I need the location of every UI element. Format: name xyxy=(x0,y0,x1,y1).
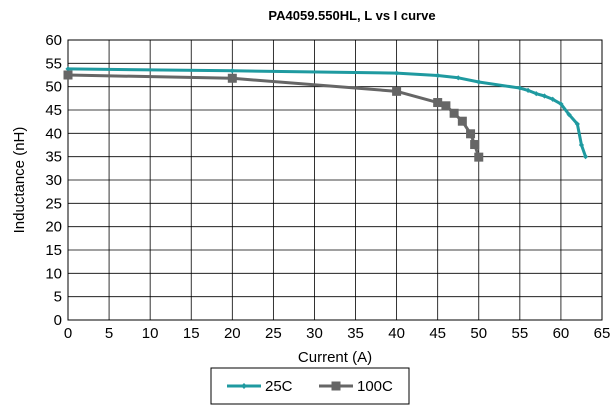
x-tick-label: 15 xyxy=(183,325,200,342)
data-point xyxy=(574,121,580,127)
data-point xyxy=(433,98,443,108)
data-point xyxy=(241,383,247,389)
x-tick-label: 65 xyxy=(594,325,611,342)
legend-box xyxy=(210,367,410,405)
x-tick-label: 60 xyxy=(553,325,570,342)
x-tick-label: 35 xyxy=(347,325,364,342)
x-tick-label: 55 xyxy=(512,325,529,342)
y-tick-label: 5 xyxy=(54,289,62,306)
data-point xyxy=(65,66,71,72)
data-point xyxy=(466,129,476,139)
series-layer xyxy=(63,66,589,162)
data-point xyxy=(558,101,564,107)
y-tick-label: 20 xyxy=(45,219,62,236)
x-tick-label: 0 xyxy=(64,325,72,342)
data-point xyxy=(533,91,539,97)
y-tick-label: 30 xyxy=(45,172,62,189)
series-100C xyxy=(63,70,484,162)
data-point xyxy=(517,85,523,91)
grid xyxy=(67,39,603,321)
data-point xyxy=(476,79,482,85)
data-point xyxy=(470,140,480,150)
data-point xyxy=(474,152,484,162)
legend-item: 100C xyxy=(319,378,393,395)
data-point xyxy=(541,93,548,99)
data-point xyxy=(449,108,459,118)
data-point xyxy=(525,87,531,93)
data-point xyxy=(331,381,341,391)
legend-label: 100C xyxy=(357,378,393,395)
data-point xyxy=(582,154,589,160)
x-tick-label: 50 xyxy=(470,325,487,342)
data-point xyxy=(566,112,572,118)
x-tick-label: 5 xyxy=(105,325,113,342)
chart-title: PA4059.550HL, L vs I curve xyxy=(268,8,435,23)
x-axis-label: Current (A) xyxy=(298,349,372,366)
data-point xyxy=(550,96,556,102)
x-tick-labels: 0 5 10 15 20 25 30 35 40 45 50 55 60 65 xyxy=(64,325,611,342)
data-point xyxy=(392,86,402,96)
y-tick-label: 15 xyxy=(45,242,62,259)
data-point xyxy=(457,116,467,126)
y-axis-label: Inductance (nH) xyxy=(11,127,28,234)
y-tick-label: 0 xyxy=(54,312,62,329)
data-point xyxy=(229,68,235,74)
legend: 25C 100C xyxy=(210,367,410,405)
x-tick-label: 25 xyxy=(265,325,282,342)
y-tick-label: 55 xyxy=(45,55,62,72)
data-point xyxy=(441,101,451,111)
data-point xyxy=(394,70,400,76)
y-tick-label: 40 xyxy=(45,125,62,142)
y-tick-labels: 0 5 10 15 20 25 30 35 40 45 50 55 60 xyxy=(45,32,62,329)
y-tick-label: 45 xyxy=(45,102,62,119)
data-point xyxy=(227,73,237,83)
data-point xyxy=(435,72,441,79)
x-tick-label: 10 xyxy=(142,325,159,342)
y-tick-label: 10 xyxy=(45,265,62,282)
x-tick-label: 30 xyxy=(306,325,323,342)
legend-item: 25C xyxy=(227,378,293,395)
y-tick-label: 35 xyxy=(45,149,62,166)
legend-label: 25C xyxy=(265,378,293,395)
plot-frame xyxy=(67,39,603,321)
y-tick-label: 25 xyxy=(45,195,62,212)
data-point xyxy=(455,75,461,81)
x-tick-label: 20 xyxy=(224,325,241,342)
x-tick-label: 45 xyxy=(429,325,446,342)
data-point xyxy=(578,142,585,148)
series-line xyxy=(67,67,587,158)
y-tick-label: 60 xyxy=(45,32,62,49)
y-tick-label: 50 xyxy=(45,79,62,96)
series-25C xyxy=(65,66,589,160)
data-point xyxy=(63,70,73,80)
x-tick-label: 40 xyxy=(388,325,405,342)
